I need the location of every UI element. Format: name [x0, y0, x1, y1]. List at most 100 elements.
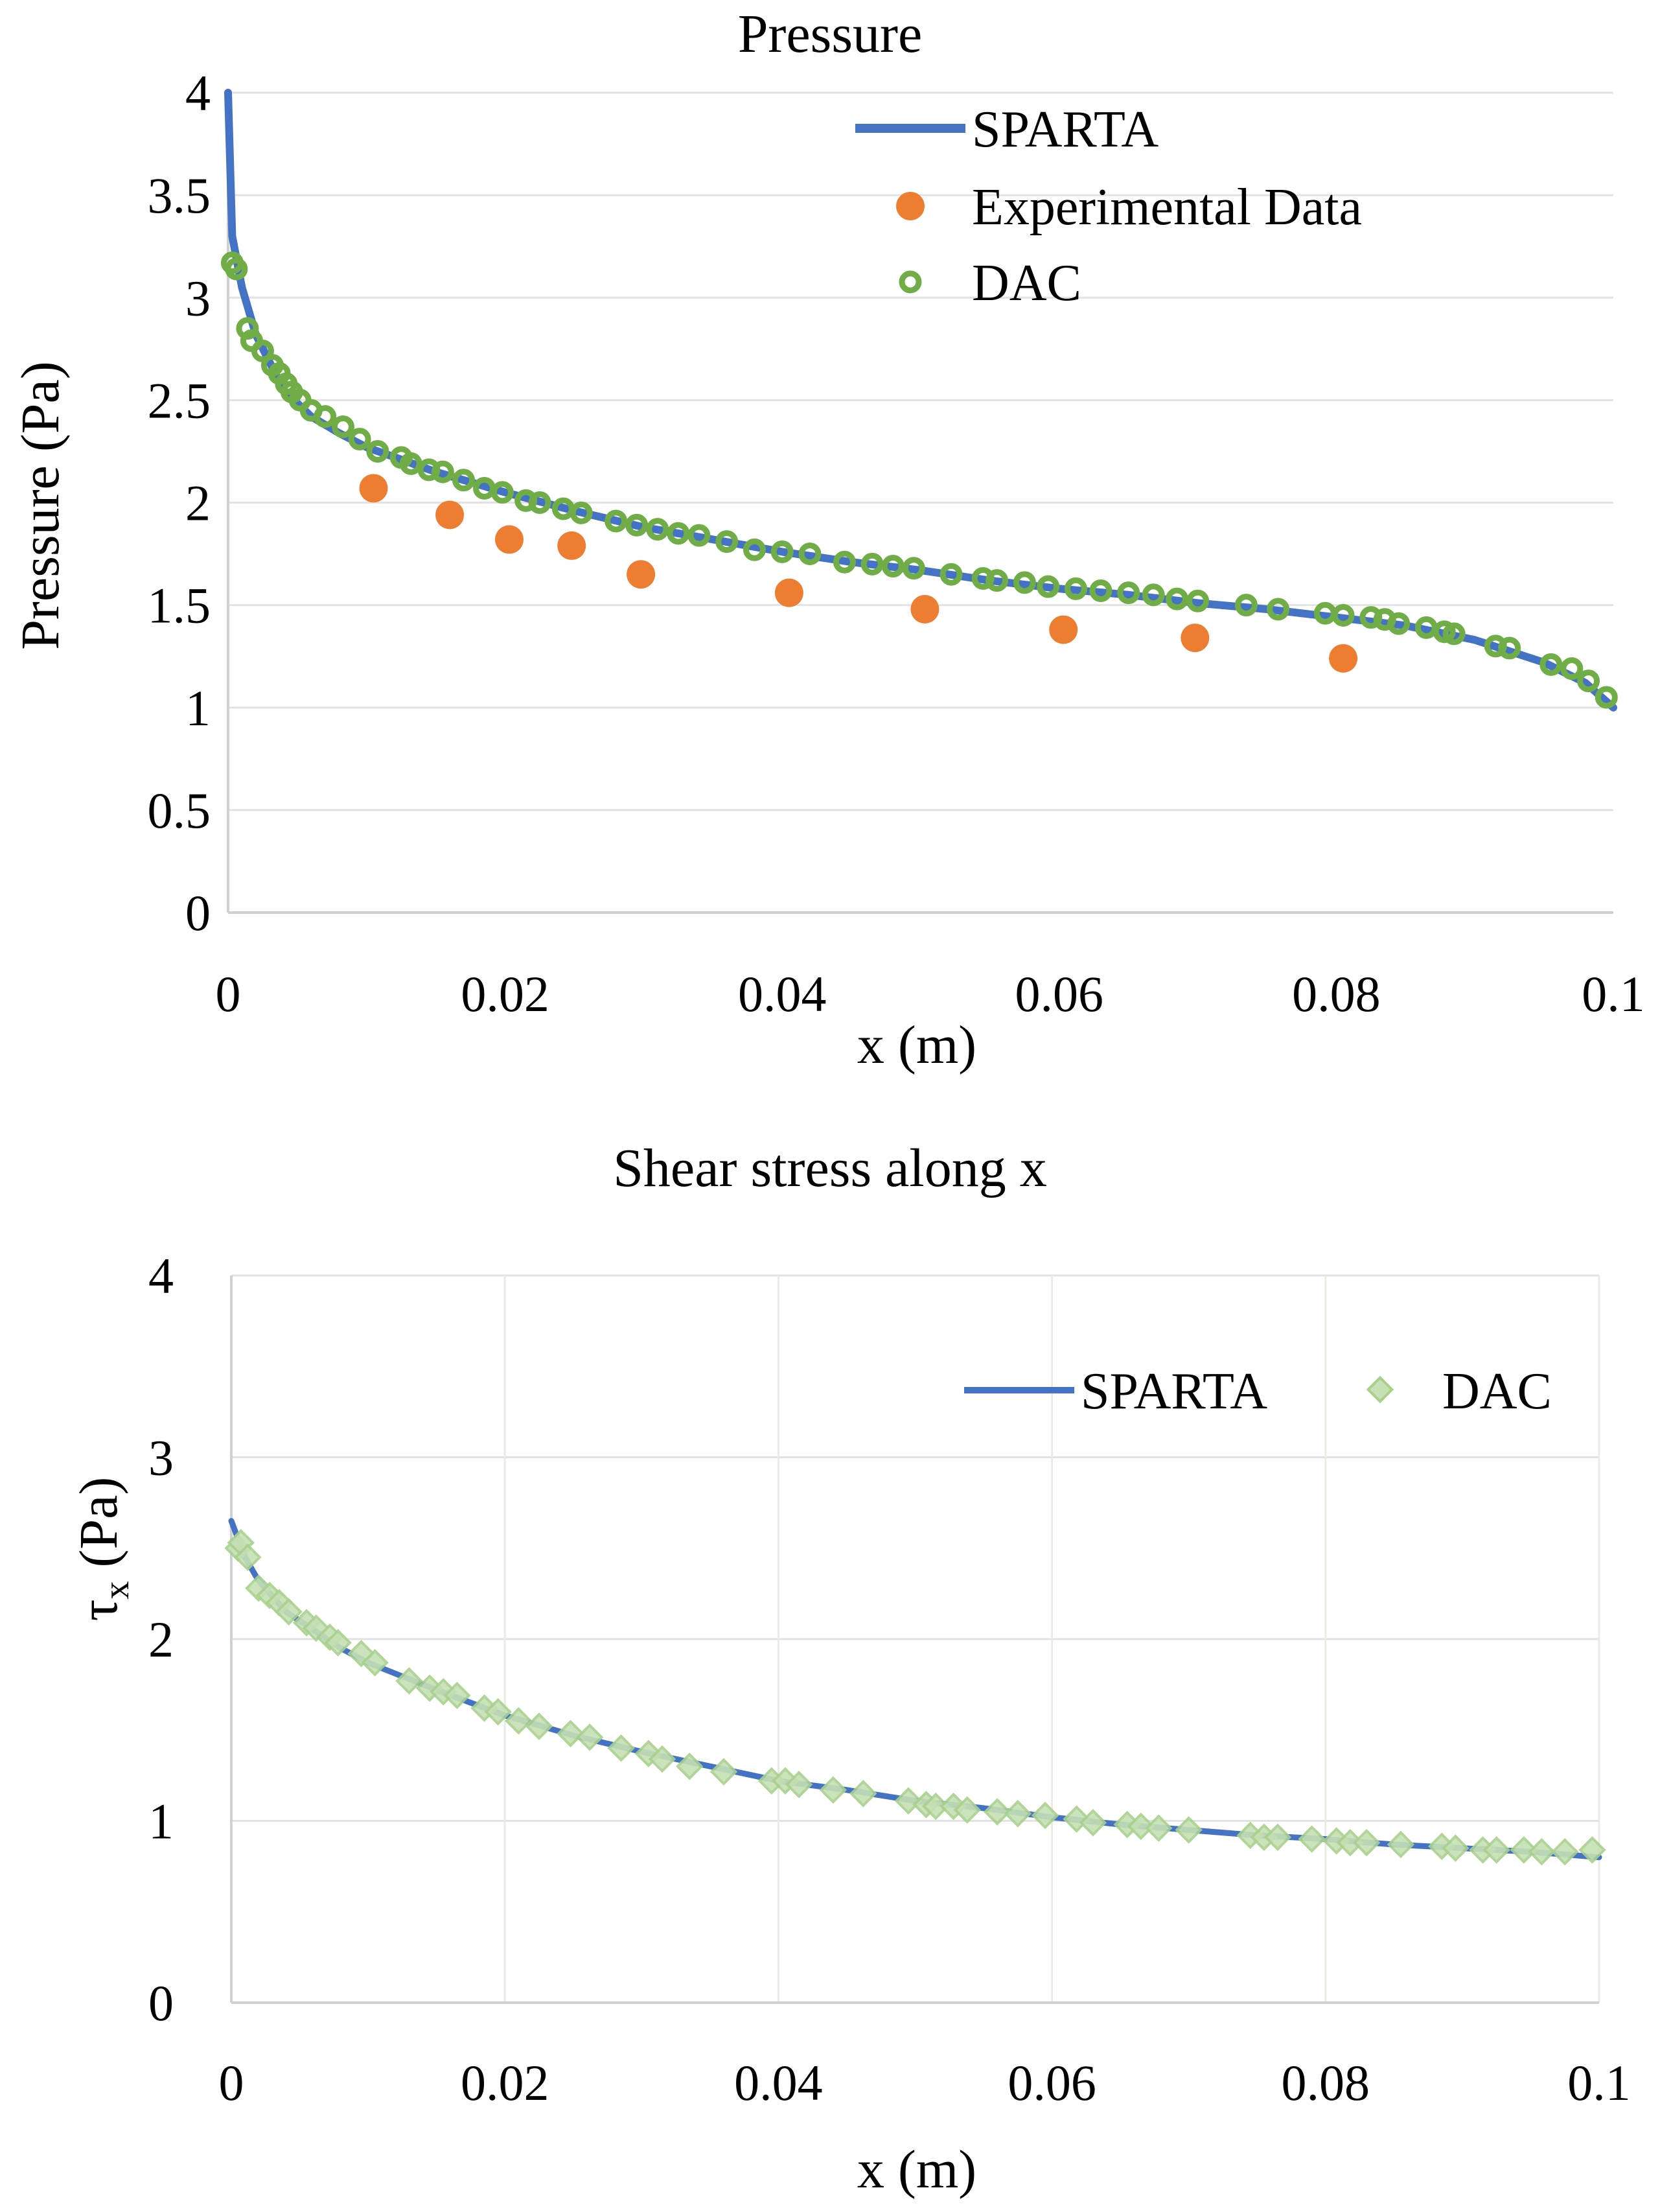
data-point-dac — [490, 481, 514, 504]
y-tick-label: 3 — [148, 1430, 174, 1486]
shear-x-axis-label: x (m) — [857, 2139, 976, 2200]
legend-dac-swatch — [1366, 1375, 1394, 1404]
pressure-x-axis-label: x (m) — [857, 1015, 976, 1075]
data-point-dac — [1064, 577, 1087, 600]
shear-legend: SPARTA DAC — [964, 1363, 1552, 1420]
data-point-dac — [1528, 1837, 1556, 1866]
data-point-dac — [894, 1787, 923, 1815]
legend-experimental-swatch — [896, 192, 925, 220]
data-point-dac — [1117, 581, 1140, 605]
pressure-y-axis-label: Pressure (Pa) — [10, 361, 71, 650]
y-tick-label: 0.5 — [148, 782, 211, 839]
data-point-dac — [625, 513, 649, 537]
y-tick-label: 0 — [148, 1975, 174, 2031]
data-point-dac — [1142, 583, 1165, 607]
pressure-chart-title: Pressure — [738, 4, 923, 64]
shear-series — [224, 1518, 1606, 1866]
x-tick-label: 0.1 — [1582, 966, 1645, 1022]
data-point-dac — [1089, 579, 1112, 602]
data-point-dac — [1186, 589, 1210, 612]
data-point-experimental-data — [557, 531, 586, 560]
x-tick-label: 0.04 — [738, 966, 827, 1022]
data-point-dac — [1166, 587, 1189, 611]
data-point-dac — [275, 1598, 303, 1626]
y-tick-label: 2 — [148, 1611, 174, 1668]
data-point-dac — [819, 1776, 847, 1804]
data-point-dac — [1539, 653, 1563, 676]
shear-y-label-symbol: τ — [69, 1600, 129, 1622]
data-point-dac — [902, 557, 925, 580]
x-tick-label: 0 — [216, 966, 241, 1022]
data-point-dac — [361, 1649, 389, 1677]
pressure-x-tick-labels: 0 0.02 0.04 0.06 0.08 0.1 — [216, 966, 1645, 1022]
data-point-dac — [1387, 1830, 1415, 1859]
data-point-dac — [667, 522, 690, 545]
y-tick-label: 3 — [185, 270, 211, 326]
data-point-dac — [557, 1719, 584, 1748]
data-point-dac — [675, 1752, 704, 1780]
y-tick-label: 0 — [185, 885, 211, 941]
data-point-dac — [575, 1723, 604, 1751]
legend-dac-swatch — [899, 270, 922, 294]
shear-y-label-subscript: x — [97, 1581, 137, 1600]
data-point-experimental-data — [627, 560, 656, 589]
shear-stress-chart: 0 0.02 0.04 0.06 0.08 0.1 0 1 2 3 4 Shear stress … — [69, 1138, 1631, 2200]
pressure-series — [220, 89, 1618, 712]
data-point-dac — [1263, 1823, 1292, 1851]
legend-sparta-label: SPARTA — [1081, 1363, 1267, 1420]
data-point-dac — [1336, 1828, 1365, 1857]
data-point-dac — [1004, 1800, 1032, 1828]
data-point-dac — [1433, 620, 1456, 644]
data-point-dac — [770, 540, 794, 563]
data-point-experimental-data — [435, 500, 465, 530]
y-tick-label: 1 — [148, 1793, 174, 1850]
data-point-dac — [251, 339, 274, 362]
legend-experimental-label: Experimental Data — [972, 179, 1362, 236]
data-point-dac — [1510, 1836, 1538, 1864]
data-point-dac — [921, 1792, 950, 1821]
data-point-dac — [1352, 1828, 1381, 1857]
data-point-dac — [1331, 603, 1355, 627]
y-tick-label: 4 — [185, 65, 211, 121]
data-point-dac — [687, 524, 711, 547]
pressure-legend: SPARTA Experimental Data DAC — [855, 101, 1362, 312]
data-point-dac — [225, 257, 248, 281]
data-point-dac — [1127, 1812, 1155, 1841]
data-point-dac — [234, 1543, 262, 1571]
data-point-dac — [1442, 1834, 1470, 1862]
data-point-dac — [324, 1629, 352, 1657]
data-point-dac — [1234, 594, 1258, 617]
y-tick-label: 2.5 — [148, 372, 211, 428]
x-tick-label: 0.06 — [1008, 2055, 1096, 2111]
x-tick-label: 0.06 — [1015, 966, 1104, 1022]
data-point-experimental-data — [910, 594, 940, 623]
shear-y-tick-labels: 0 1 2 3 4 — [148, 1248, 174, 2031]
data-point-dac — [399, 452, 422, 475]
data-point-dac — [983, 1798, 1011, 1826]
data-point-dac — [860, 552, 884, 576]
data-point-dac — [570, 501, 593, 524]
data-point-dac — [525, 1712, 553, 1740]
data-point-dac — [1560, 657, 1584, 681]
shear-y-label-unit: (Pa) — [69, 1477, 129, 1581]
y-tick-label: 4 — [148, 1248, 174, 1304]
x-tick-label: 0.02 — [461, 2055, 549, 2111]
data-point-dac — [331, 415, 354, 438]
data-point-dac — [953, 1796, 981, 1824]
data-point-dac — [605, 509, 628, 533]
data-point-dac — [1498, 636, 1521, 660]
data-point-dac — [395, 1667, 423, 1695]
data-point-experimental-data — [1049, 615, 1078, 644]
data-point-dac — [1013, 571, 1036, 594]
legend-sparta-label: SPARTA — [972, 101, 1159, 158]
x-tick-label: 0.02 — [461, 966, 549, 1022]
data-point-dac — [484, 1697, 512, 1726]
x-tick-label: 0.08 — [1282, 2055, 1370, 2111]
data-point-dac — [505, 1707, 533, 1735]
data-point-dac — [1595, 686, 1618, 709]
data-point-dac — [528, 491, 551, 514]
data-point-dac — [1267, 598, 1290, 621]
data-point-experimental-data — [774, 578, 803, 607]
data-point-dac — [1442, 622, 1466, 646]
